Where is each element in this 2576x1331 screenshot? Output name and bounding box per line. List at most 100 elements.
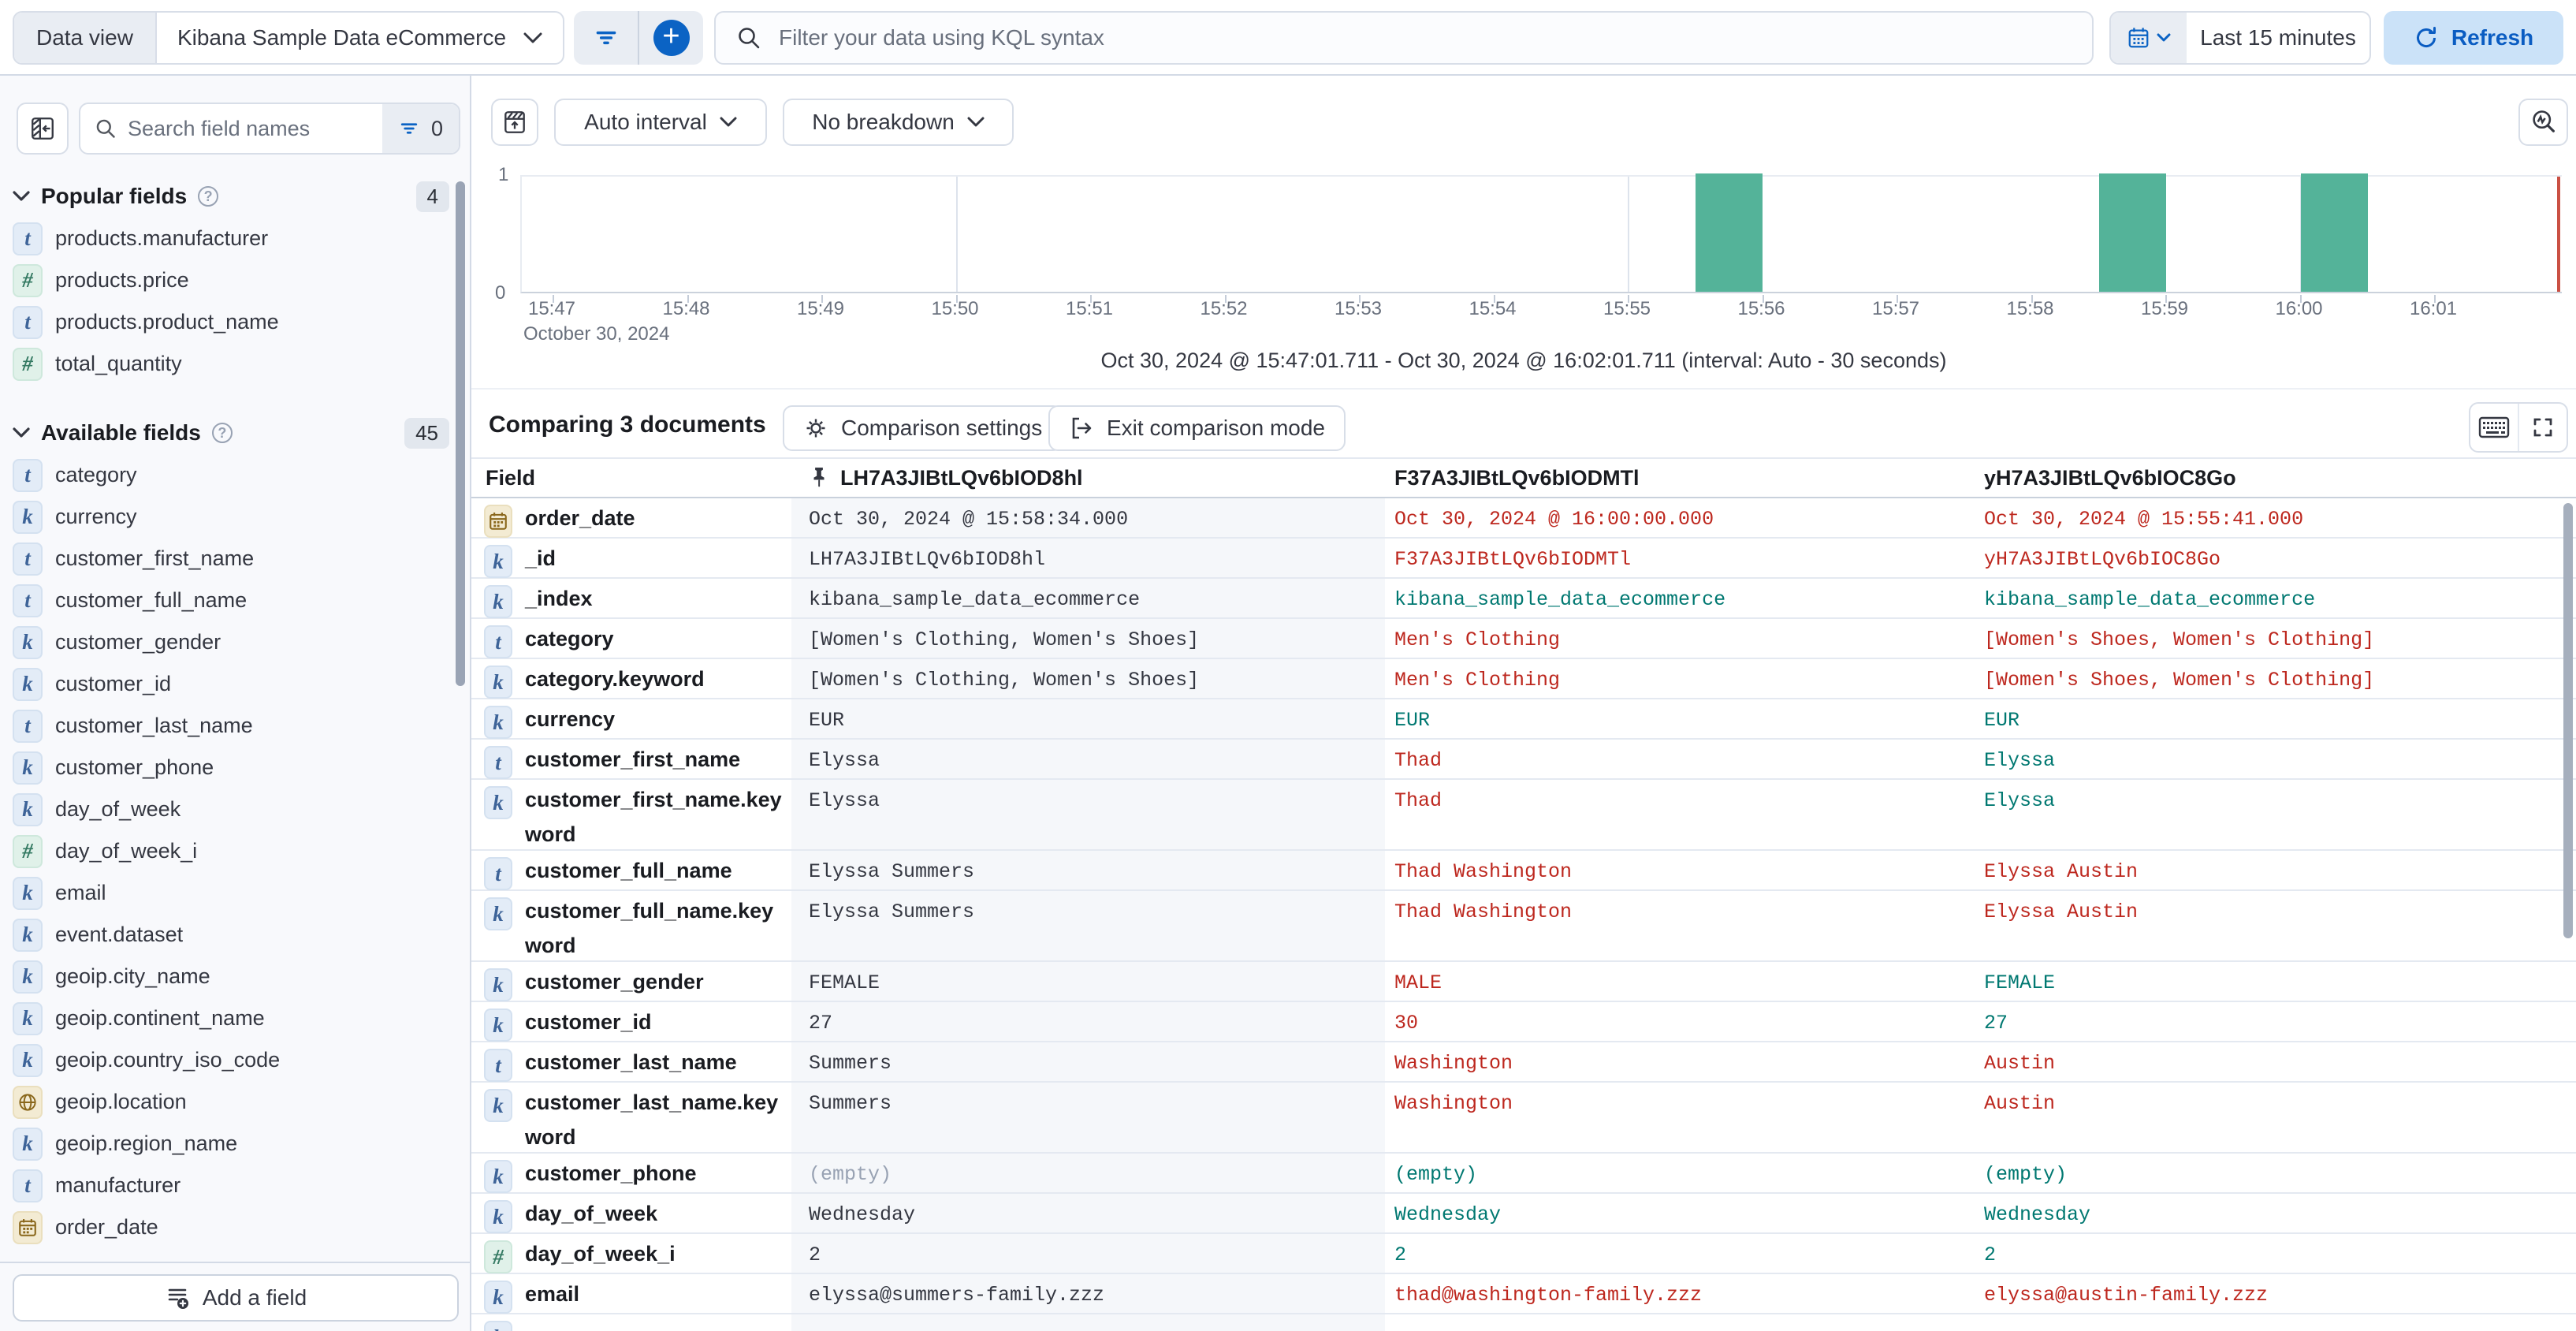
field-search-input[interactable]: Search field names 0 (79, 103, 460, 155)
field-cell[interactable]: k customer_gender (471, 962, 791, 1001)
field-cell[interactable]: k _id (471, 539, 791, 578)
table-row[interactable]: k currency EUR EUR EUR (471, 699, 2576, 740)
field-cell[interactable]: k customer_phone (471, 1154, 791, 1193)
field-list-item[interactable]: order_date (13, 1206, 449, 1248)
field-cell[interactable]: t customer_last_name (471, 1042, 791, 1082)
pinned-value-cell[interactable]: FEMALE (791, 962, 1385, 1001)
field-list-item[interactable]: k customer_phone (13, 747, 449, 789)
field-list-item[interactable]: k geoip.continent_name (13, 997, 449, 1039)
pinned-value-cell[interactable]: Elyssa (791, 740, 1385, 778)
document-b-value-cell[interactable]: [Women's Shoes, Women's Clothing] (1975, 659, 2576, 698)
document-a-value-cell[interactable]: Thad (1385, 780, 1975, 849)
document-b-value-cell[interactable]: FEMALE (1975, 962, 2576, 1001)
kql-search-input[interactable]: Filter your data using KQL syntax (714, 11, 2094, 65)
document-b-value-cell[interactable]: (empty) (1975, 1154, 2576, 1192)
document-a-value-cell[interactable]: Thad Washington (1385, 891, 1975, 960)
pinned-value-cell[interactable]: 2 (791, 1234, 1385, 1273)
histogram-bar[interactable] (2300, 173, 2368, 292)
table-row[interactable]: k customer_first_name.keyword Elyssa Tha… (471, 780, 2576, 851)
document-a-value-cell[interactable]: Washington (1385, 1042, 1975, 1081)
document-b-value-cell[interactable]: Elyssa Austin (1975, 851, 2576, 889)
exit-comparison-button[interactable]: Exit comparison mode (1048, 405, 1346, 451)
pinned-value-cell[interactable]: elyssa@summers-family.zzz (791, 1274, 1385, 1313)
table-row[interactable]: k day_of_week Wednesday Wednesday Wednes… (471, 1194, 2576, 1234)
time-range-value[interactable]: Last 15 minutes (2200, 25, 2356, 50)
document-a-header[interactable]: F37A3JIBtLQv6bIODMTl (1394, 465, 1640, 490)
field-list-item[interactable]: # day_of_week_i (13, 830, 449, 872)
field-cell[interactable]: t customer_first_name (471, 740, 791, 779)
document-b-value-cell[interactable]: [Women's Shoes, Women's Clothing] (1975, 619, 2576, 658)
document-b-value-cell[interactable]: 27 (1975, 1002, 2576, 1041)
field-list-item[interactable]: k geoip.country_iso_code (13, 1039, 449, 1081)
interval-select[interactable]: Auto interval (554, 99, 767, 146)
field-list-item[interactable]: t customer_last_name (13, 705, 449, 747)
field-cell[interactable]: t category (471, 619, 791, 658)
collapse-sidebar-button[interactable] (17, 103, 69, 155)
field-cell[interactable]: k customer_full_name.keyword (471, 891, 791, 960)
fullscreen-button[interactable] (2518, 404, 2567, 451)
document-b-header[interactable]: yH7A3JIBtLQv6bIOC8Go (1984, 465, 2236, 490)
histogram-bar[interactable] (1696, 173, 1763, 292)
table-row[interactable]: k _index kibana_sample_data_ecommerce ki… (471, 579, 2576, 619)
refresh-button[interactable]: Refresh (2384, 11, 2563, 65)
comparison-settings-button[interactable]: Comparison settings (783, 405, 1063, 451)
document-b-value-cell[interactable] (1975, 1314, 2576, 1331)
document-b-value-cell[interactable]: Wednesday (1975, 1194, 2576, 1232)
calendar-menu-button[interactable] (2111, 13, 2187, 63)
table-row[interactable]: k customer_full_name.keyword Elyssa Summ… (471, 891, 2576, 962)
field-cell[interactable]: k category.keyword (471, 659, 791, 699)
pinned-value-cell[interactable]: 27 (791, 1002, 1385, 1041)
document-a-value-cell[interactable]: EUR (1385, 699, 1975, 738)
field-column-header[interactable]: Field (486, 465, 536, 490)
field-cell[interactable]: k email (471, 1274, 791, 1314)
document-b-value-cell[interactable]: yH7A3JIBtLQv6bIOC8Go (1975, 539, 2576, 577)
table-row[interactable]: t category [Women's Clothing, Women's Sh… (471, 619, 2576, 659)
time-range-picker[interactable]: Last 15 minutes (2109, 11, 2371, 65)
document-b-value-cell[interactable]: EUR (1975, 699, 2576, 738)
field-list-item[interactable]: k currency (13, 496, 449, 538)
filter-button[interactable] (574, 11, 638, 65)
field-cell[interactable]: # day_of_week_i (471, 1234, 791, 1273)
field-list-item[interactable]: t products.manufacturer (13, 218, 449, 259)
field-list-item[interactable]: # total_quantity (13, 343, 449, 385)
table-row[interactable]: t customer_last_name Summers Washington … (471, 1042, 2576, 1083)
pinned-value-cell[interactable]: Oct 30, 2024 @ 15:58:34.000 (791, 498, 1385, 537)
document-b-value-cell[interactable]: Austin (1975, 1042, 2576, 1081)
histogram-plot-area[interactable] (520, 173, 2562, 303)
document-a-value-cell[interactable]: Oct 30, 2024 @ 16:00:00.000 (1385, 498, 1975, 537)
document-b-value-cell[interactable]: elyssa@austin-family.zzz (1975, 1274, 2576, 1313)
document-a-value-cell[interactable]: (empty) (1385, 1154, 1975, 1192)
table-row[interactable]: k customer_id 27 30 27 (471, 1002, 2576, 1042)
document-a-value-cell[interactable]: kibana_sample_data_ecommerce (1385, 579, 1975, 617)
keyboard-shortcuts-button[interactable] (2470, 404, 2518, 451)
table-row[interactable]: k (471, 1314, 2576, 1331)
pinned-value-cell[interactable]: kibana_sample_data_ecommerce (791, 579, 1385, 617)
document-a-value-cell[interactable]: F37A3JIBtLQv6bIODMTl (1385, 539, 1975, 577)
sidebar-scrollbar[interactable] (456, 181, 465, 686)
document-a-value-cell[interactable]: 2 (1385, 1234, 1975, 1273)
pinned-value-cell[interactable]: Summers (791, 1042, 1385, 1081)
document-a-value-cell[interactable]: Wednesday (1385, 1194, 1975, 1232)
table-scrollbar[interactable] (2563, 503, 2573, 938)
field-section-header[interactable]: Popular fields ? 4 (13, 180, 449, 213)
pinned-value-cell[interactable]: [Women's Clothing, Women's Shoes] (791, 659, 1385, 698)
field-cell[interactable]: t customer_full_name (471, 851, 791, 890)
field-list-item[interactable]: t customer_full_name (13, 580, 449, 621)
table-row[interactable]: k customer_last_name.keyword Summers Was… (471, 1083, 2576, 1154)
breakdown-select[interactable]: No breakdown (783, 99, 1014, 146)
pinned-value-cell[interactable] (791, 1314, 1385, 1331)
document-b-value-cell[interactable]: Elyssa Austin (1975, 891, 2576, 960)
pinned-value-cell[interactable]: Elyssa Summers (791, 851, 1385, 889)
field-list-item[interactable]: k customer_id (13, 663, 449, 705)
data-view-select[interactable]: Kibana Sample Data eCommerce (157, 13, 563, 63)
field-list-item[interactable]: k geoip.region_name (13, 1123, 449, 1165)
edit-visualization-button[interactable] (2518, 99, 2568, 146)
field-cell[interactable]: k day_of_week (471, 1194, 791, 1233)
table-row[interactable]: order_date Oct 30, 2024 @ 15:58:34.000 O… (471, 498, 2576, 539)
document-a-value-cell[interactable] (1385, 1314, 1975, 1331)
document-a-value-cell[interactable]: Thad (1385, 740, 1975, 778)
document-b-value-cell[interactable]: Oct 30, 2024 @ 15:55:41.000 (1975, 498, 2576, 537)
table-row[interactable]: k customer_gender FEMALE MALE FEMALE (471, 962, 2576, 1002)
table-row[interactable]: k customer_phone (empty) (empty) (empty) (471, 1154, 2576, 1194)
document-a-value-cell[interactable]: Washington (1385, 1083, 1975, 1152)
